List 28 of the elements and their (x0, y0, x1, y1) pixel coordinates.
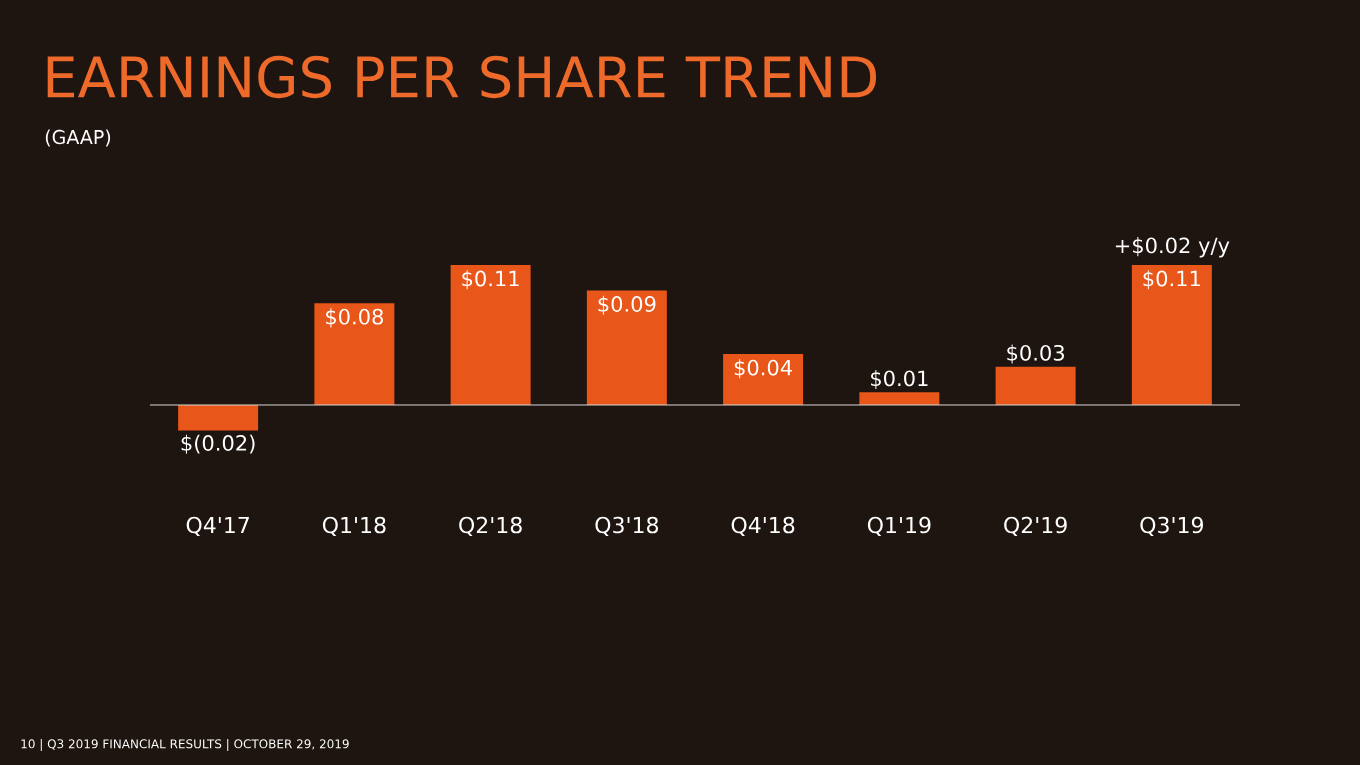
bar (723, 354, 804, 405)
bar (995, 366, 1076, 405)
x-tick-label: Q4'17 (186, 516, 249, 536)
data-label: $0.08 (326, 308, 383, 328)
bar (178, 404, 259, 431)
x-tick-label: Q2'18 (459, 516, 522, 536)
bar (586, 290, 667, 405)
bar (450, 264, 531, 405)
x-tick-label: Q3'18 (595, 516, 659, 536)
chart-title: EARNINGS PER SHARE TREND (47, 55, 877, 99)
text: 10 | Q3 2019 FINANCIAL RESULTS | OCTOBER 29, 2019 (21, 738, 349, 751)
x-tick-label: Q1'19 (867, 516, 931, 536)
data-label: $0.01 (871, 370, 928, 390)
x-tick-label: Q1'18 (322, 516, 386, 536)
annotation: +$0.02 y/y (1115, 237, 1230, 258)
data-label: $0.11 (1143, 270, 1200, 290)
data-label: $(0.02) (181, 434, 255, 454)
x-tick-label: Q4'18 (731, 516, 795, 536)
bar (859, 392, 940, 405)
data-label: $0.09 (598, 295, 656, 315)
data-label: $0.04 (734, 359, 792, 379)
data-label: $0.03 (1007, 344, 1064, 364)
bar (314, 303, 395, 405)
x-tick-label: Q2'19 (1004, 516, 1067, 536)
data-label: $0.11 (462, 270, 519, 290)
chart-subtitle: (GAAP) (45, 129, 111, 147)
x-tick-label: Q3'19 (1140, 516, 1203, 536)
bar (1131, 264, 1212, 405)
